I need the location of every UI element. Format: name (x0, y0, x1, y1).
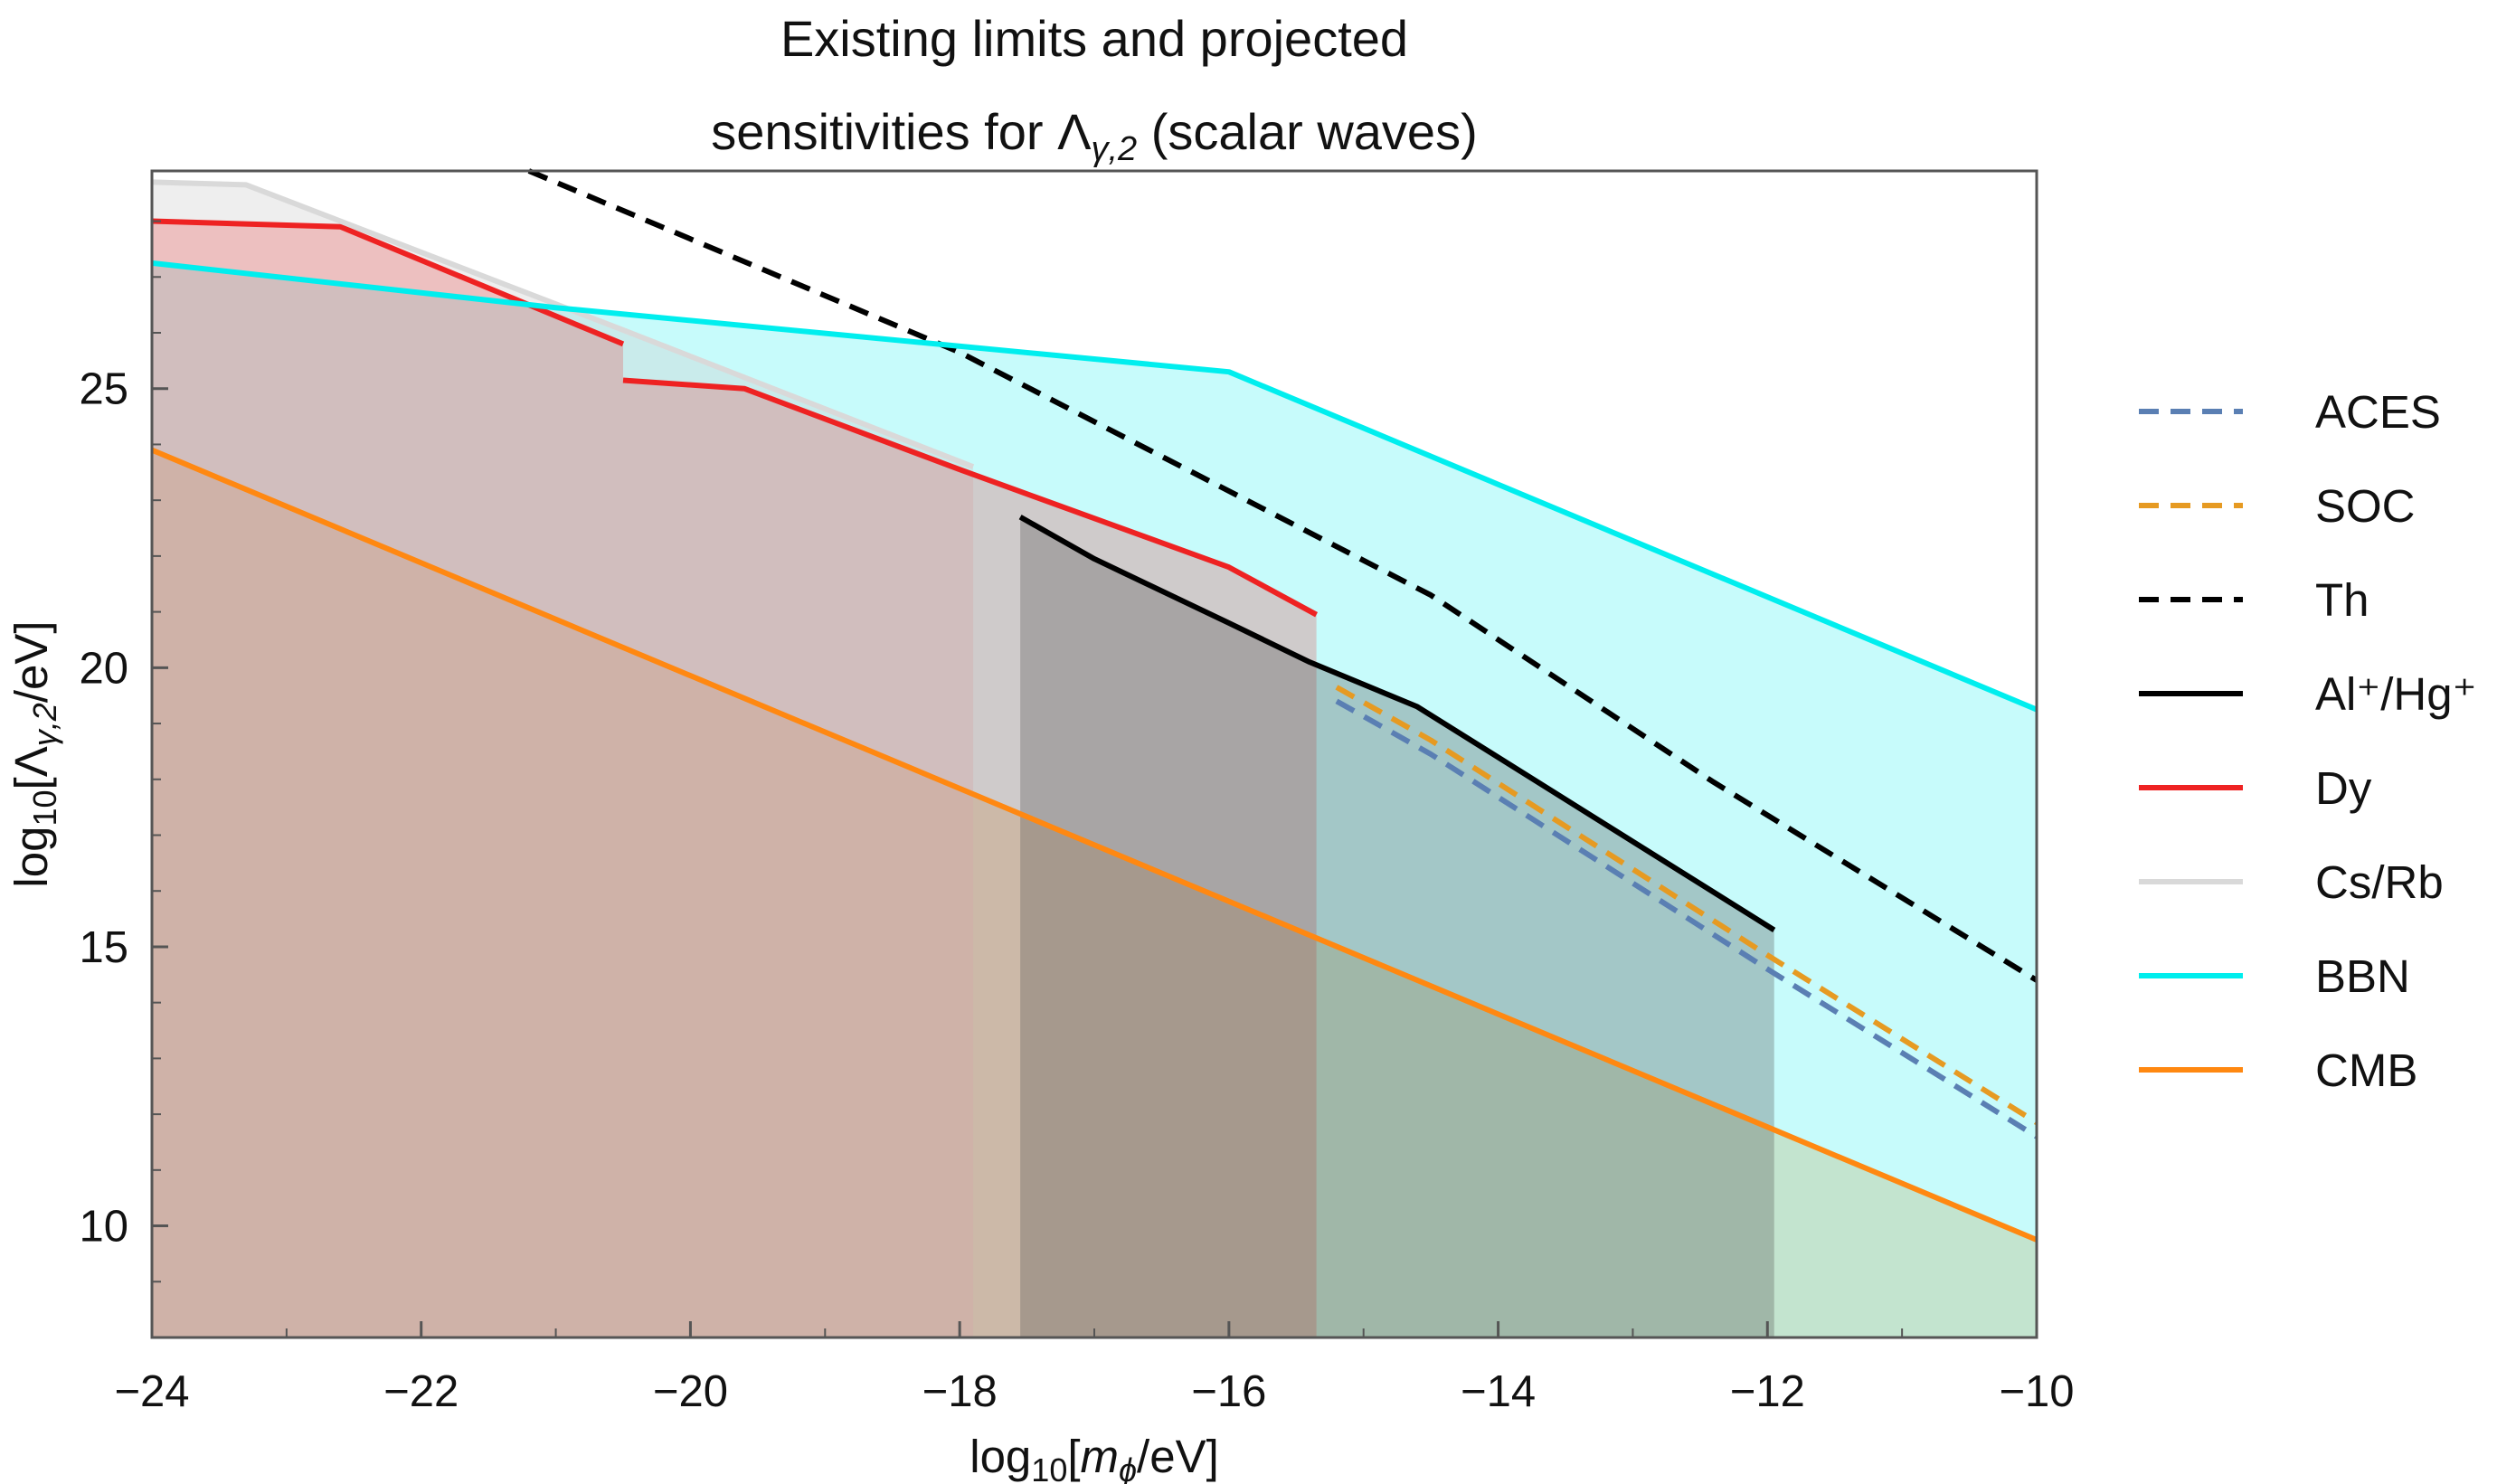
y-label-bracket: [ (5, 777, 57, 789)
fill-cmb (152, 449, 2037, 1337)
chart-title-line1: Existing limits and projected (780, 10, 1408, 67)
y-label-prefix: log (5, 827, 57, 888)
x-tick-label: −24 (114, 1367, 189, 1416)
x-axis-label: log10[mϕ/eV] (969, 1431, 1219, 1484)
y-tick-label: 20 (79, 644, 128, 693)
x-tick-label: −22 (383, 1367, 459, 1416)
axis-ticks: −24 −22 −20 −18 −16 −14 −12 −10 10 15 20 25 (79, 220, 2075, 1416)
line-cs-rb (151, 179, 975, 469)
line-th (527, 168, 2038, 983)
x-label-var-sub: ϕ (1119, 1451, 1137, 1484)
fill-bbn (152, 262, 2037, 1338)
x-tick-label: −14 (1461, 1367, 1536, 1416)
fill-dy (152, 221, 1317, 1337)
x-label-unit: /eV] (1137, 1431, 1219, 1482)
x-tick-label: −20 (653, 1367, 728, 1416)
x-label-bracket: [ (1067, 1431, 1080, 1482)
legend: ACES SOC Th Al⁺/Hg⁺ Dy Cs/Rb BBN CMB (2139, 386, 2477, 1096)
title-symbol: Λ (1057, 103, 1092, 160)
chart-title-line2: sensitivities for Λγ,2 (scalar waves) (711, 103, 1477, 168)
y-label-symbol: Λ (5, 746, 57, 777)
title-suffix: (scalar waves) (1137, 103, 1478, 160)
legend-label-bbn: BBN (2315, 950, 2410, 1002)
y-label-base: 10 (26, 789, 63, 826)
x-tick-label: −16 (1191, 1367, 1266, 1416)
legend-label-dy: Dy (2315, 762, 2372, 814)
y-tick-label: 15 (79, 923, 128, 972)
line-al-hg (1018, 515, 1776, 932)
legend-label-cs-rb: Cs/Rb (2315, 856, 2444, 908)
y-tick-label: 10 (79, 1203, 128, 1252)
legend-label-th: Th (2315, 574, 2369, 626)
legend-label-al-hg: Al⁺/Hg⁺ (2315, 668, 2477, 720)
title-prefix: sensitivities for (711, 103, 1057, 160)
y-label-unit: /eV] (5, 620, 57, 703)
fill-al-hg (1020, 516, 1774, 1337)
x-label-prefix: log (969, 1431, 1031, 1482)
y-axis-label: log10[Λγ,2/eV] (5, 620, 63, 887)
line-cmb (150, 447, 2038, 1243)
fill-regions (152, 182, 2037, 1338)
fill-cs-rb (152, 182, 974, 1338)
y-tick-label: 25 (79, 365, 128, 414)
legend-label-soc: SOC (2315, 480, 2416, 532)
line-dy-2 (622, 377, 1319, 618)
x-label-base: 10 (1031, 1451, 1067, 1484)
series-lines (150, 168, 2038, 1243)
x-tick-label: −18 (922, 1367, 998, 1416)
x-label-var: m (1081, 1431, 1119, 1482)
x-tick-label: −12 (1730, 1367, 1805, 1416)
line-bbn (151, 260, 2038, 713)
line-soc (1335, 685, 2038, 1125)
line-aces (1335, 698, 2038, 1139)
x-tick-label: −10 (1999, 1367, 2074, 1416)
legend-label-cmb: CMB (2315, 1044, 2417, 1096)
title-subscript: γ,2 (1091, 130, 1137, 168)
legend-label-aces: ACES (2315, 386, 2441, 438)
y-label-symbol-sub: γ,2 (26, 703, 63, 746)
